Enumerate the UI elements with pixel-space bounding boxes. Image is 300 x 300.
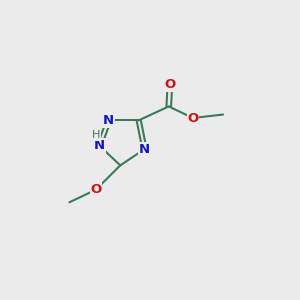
Text: N: N — [94, 139, 105, 152]
Text: N: N — [103, 114, 114, 127]
Text: O: O — [188, 112, 199, 124]
Text: N: N — [139, 143, 150, 156]
Text: O: O — [90, 183, 102, 196]
Text: H: H — [92, 130, 100, 140]
Text: O: O — [164, 78, 175, 91]
